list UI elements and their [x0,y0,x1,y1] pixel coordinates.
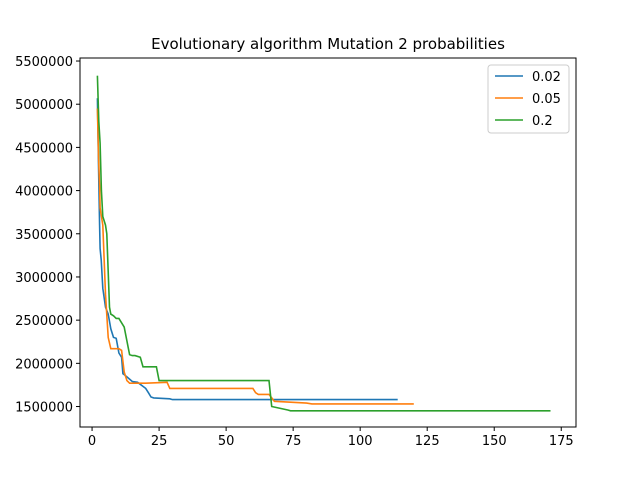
y-tick-label: 5500000 [15,55,73,70]
y-tick-label: 3000000 [15,271,73,286]
legend-label-1: 0.05 [532,92,561,107]
legend-label-2: 0.2 [532,114,553,129]
x-tick-label: 25 [151,434,168,449]
x-axis: 0 25 50 75 100 125 150 175 [88,427,574,449]
chart-title: Evolutionary algorithm Mutation 2 probab… [151,35,505,53]
series-line-0 [96,98,398,401]
x-tick-label: 175 [549,434,574,449]
y-tick-label: 5000000 [15,98,73,113]
y-tick-label: 3500000 [15,228,73,243]
axes-frame [79,57,577,428]
legend: 0.02 0.05 0.2 [487,64,570,134]
y-tick-label: 2500000 [15,314,73,329]
y-tick-label: 2000000 [15,357,73,372]
legend-label-0: 0.02 [532,70,561,85]
x-tick-label: 0 [88,434,96,449]
x-tick-label: 75 [285,434,302,449]
y-tick-label: 4000000 [15,185,73,200]
legend-box [487,64,570,134]
series-line-2 [96,75,551,412]
y-axis: 1500000 2000000 2500000 3000000 3500000 40000… [15,55,80,416]
plot-lines [96,75,551,412]
x-tick-label: 50 [218,434,235,449]
series-line-1 [96,108,414,405]
x-tick-label: 100 [348,434,373,449]
x-tick-label: 125 [415,434,440,449]
x-tick-label: 150 [482,434,507,449]
y-tick-label: 1500000 [15,401,73,416]
y-tick-label: 4500000 [15,141,73,156]
